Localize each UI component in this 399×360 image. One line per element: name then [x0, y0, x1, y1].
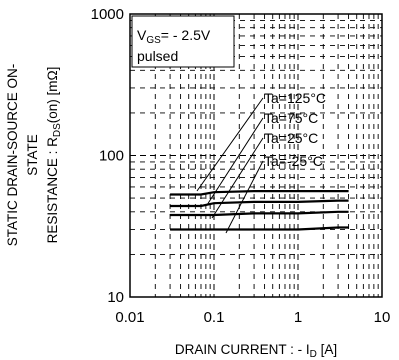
y-axis-label-line3: RESISTANCE : RDS(on) [mΩ] — [45, 67, 63, 244]
annotation-leader — [196, 97, 264, 192]
series-line — [170, 190, 349, 196]
x-tick-label: 0.01 — [115, 309, 144, 326]
conditions-vgs-pre: V — [137, 27, 147, 43]
y-tick-label: 10 — [107, 289, 124, 306]
series-line — [170, 199, 349, 208]
conditions-vgs-post: = - 2.5V — [161, 27, 211, 43]
x-axis-label-pre: DRAIN CURRENT : - I — [175, 342, 310, 357]
y-tick-label: 100 — [99, 148, 124, 165]
y-axis-label-line3-sub: DS — [52, 123, 63, 137]
x-axis-label: DRAIN CURRENT : - ID [A] — [175, 342, 337, 360]
annotation-leader — [206, 117, 264, 206]
x-axis-label-post: [A] — [317, 342, 337, 357]
series-annotation: Ta=75°C — [264, 110, 318, 126]
series-annotations: Ta=125°C Ta=75°C Ta=25°C Ta=-25°C — [264, 90, 326, 169]
series-annotation: Ta=125°C — [264, 90, 326, 106]
series-annotation: Ta=-25°C — [264, 153, 323, 169]
series-line — [170, 210, 349, 217]
y-axis-label-line1: STATIC DRAIN-SOURCE ON- — [5, 64, 20, 247]
plot-frame — [129, 13, 383, 298]
conditions-box — [131, 15, 235, 68]
conditions-vgs: VGS= - 2.5V — [137, 27, 211, 46]
y-axis-label-line3-pre: RESISTANCE : R — [45, 137, 60, 244]
annotation-leader — [211, 137, 264, 219]
x-tick-label: 0.1 — [204, 309, 225, 326]
conditions-vgs-sub: GS — [146, 35, 161, 46]
x-axis-label-sub: D — [310, 349, 317, 360]
x-tick-label: 10 — [374, 309, 391, 326]
y-tick-label: 1000 — [91, 6, 124, 23]
y-axis-label-line3-post: (on) [mΩ] — [45, 67, 60, 124]
x-tick-label: 1 — [294, 309, 302, 326]
annotation-leader — [225, 160, 264, 234]
conditions-pulsed: pulsed — [137, 48, 178, 64]
series-line — [170, 226, 349, 231]
y-axis-label-line2: STATE — [25, 134, 40, 176]
tick-labels: 0.01 0.1 1 10 10 100 1000 — [91, 6, 391, 326]
y-axis-label: STATIC DRAIN-SOURCE ON- STATE RESISTANCE… — [5, 64, 63, 247]
series-group — [170, 190, 349, 231]
annotation-leaders — [196, 97, 264, 234]
series-annotation: Ta=25°C — [264, 130, 318, 146]
